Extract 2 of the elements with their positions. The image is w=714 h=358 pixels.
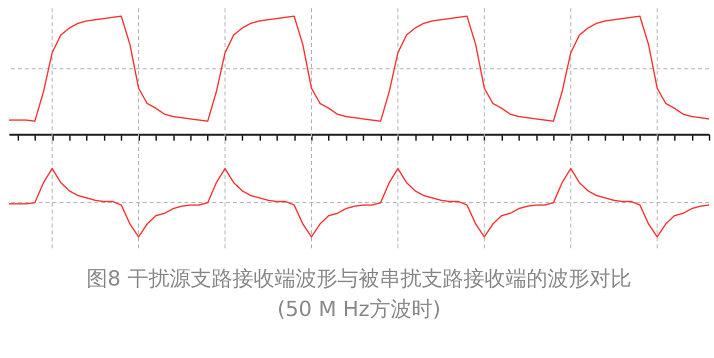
text: (50 M Hz方波时) [277, 297, 441, 322]
text: 图8 干扰源支路接收端波形与被串扰支路接收端的波形对比 [86, 266, 632, 290]
